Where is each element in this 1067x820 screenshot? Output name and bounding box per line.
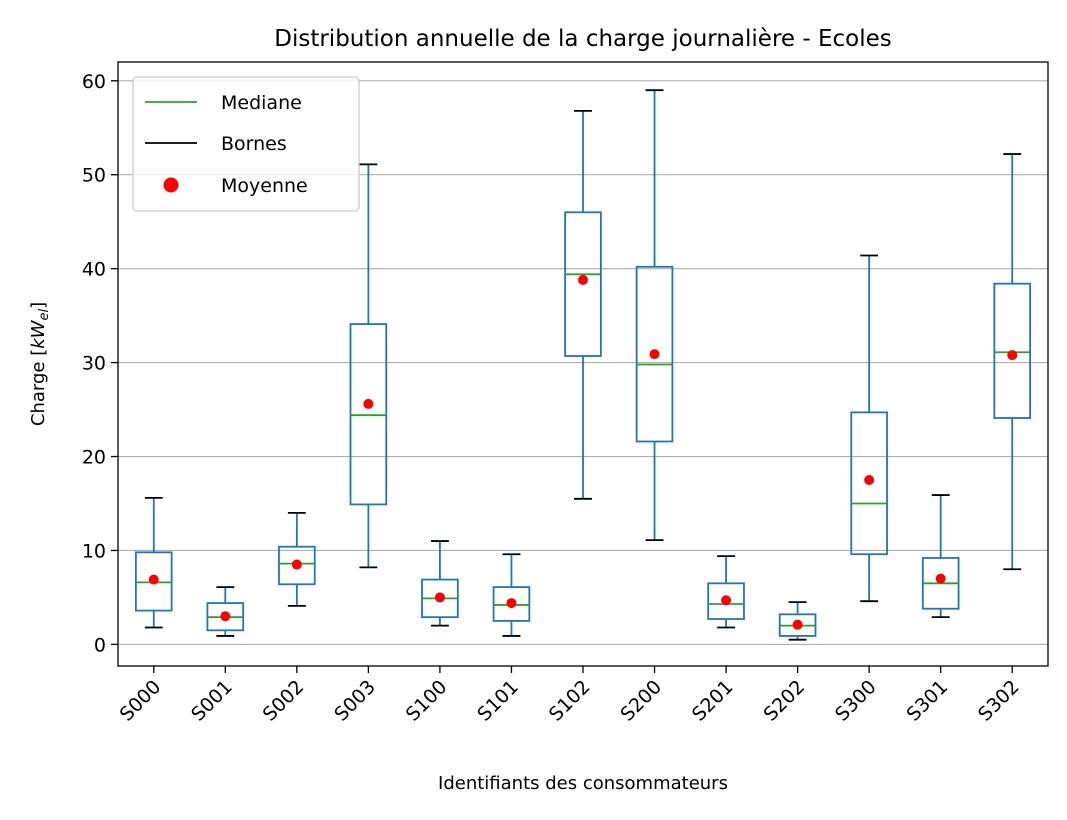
y-axis-label-main: Charge [ [28,349,49,426]
box-S001 [206,586,245,637]
box-iqr-S000 [134,551,173,612]
box-iqr-S002 [278,545,316,586]
mean-S200 [649,349,660,360]
y-tick-label-20: 20 [82,447,106,469]
box-S300 [850,254,888,603]
chart-title: Distribution annuelle de la charge journ… [274,26,892,52]
y-tick-label-60: 60 [82,71,106,93]
box-iqr-S003 [349,323,388,506]
mean-S101 [506,598,517,609]
y-tick-label-30: 30 [82,353,106,375]
box-S000 [134,496,173,629]
box-S003 [349,163,388,569]
legend-mediane-label: Mediane [221,92,302,114]
box-S201 [707,555,745,629]
legend-bornes-label: Bornes [221,133,287,155]
box-S200 [635,89,674,542]
box-iqr-S302 [993,282,1032,419]
legend: Mediane Bornes Moyenne [132,76,360,212]
mean-S202 [792,619,803,630]
mean-S100 [434,592,445,603]
mean-S000 [148,574,159,585]
y-tick-label-40: 40 [82,259,106,281]
box-S002 [278,511,316,607]
box-iqr-S200 [635,265,674,443]
box-S302 [993,153,1032,571]
legend-moyenne-swatch [163,177,179,193]
mean-S302 [1007,350,1018,361]
y-axis-label: Charge [kWel] [28,302,52,426]
x-axis-label: Identifiants des consommateurs [438,773,728,794]
mean-S003 [363,398,374,409]
y-axis-ticks: 0 10 20 30 40 50 60 [82,71,118,656]
y-axis-label-sub: el [37,309,52,321]
y-tick-label-50: 50 [82,165,106,187]
mean-S201 [721,595,732,606]
y-axis-label-end: ] [28,302,49,309]
box-iqr-S101 [492,586,531,622]
box-S102 [564,109,602,500]
y-tick-label-10: 10 [82,540,106,562]
mean-S001 [220,611,231,622]
box-S101 [492,553,531,637]
box-S301 [921,494,960,619]
legend-moyenne-label: Moyenne [221,175,308,197]
legend-frame [132,76,360,212]
box-iqr-S102 [564,211,602,357]
box-S202 [778,601,817,641]
mean-S102 [578,274,588,285]
y-axis-label-var: kW [28,319,49,348]
mean-S002 [291,559,302,570]
mean-S301 [935,573,946,584]
box-iqr-S201 [707,582,745,620]
box-S100 [421,540,459,627]
y-tick-label-0: 0 [94,634,106,656]
boxes-layer [134,89,1032,641]
mean-S300 [864,475,875,486]
box-iqr-S300 [850,411,888,556]
